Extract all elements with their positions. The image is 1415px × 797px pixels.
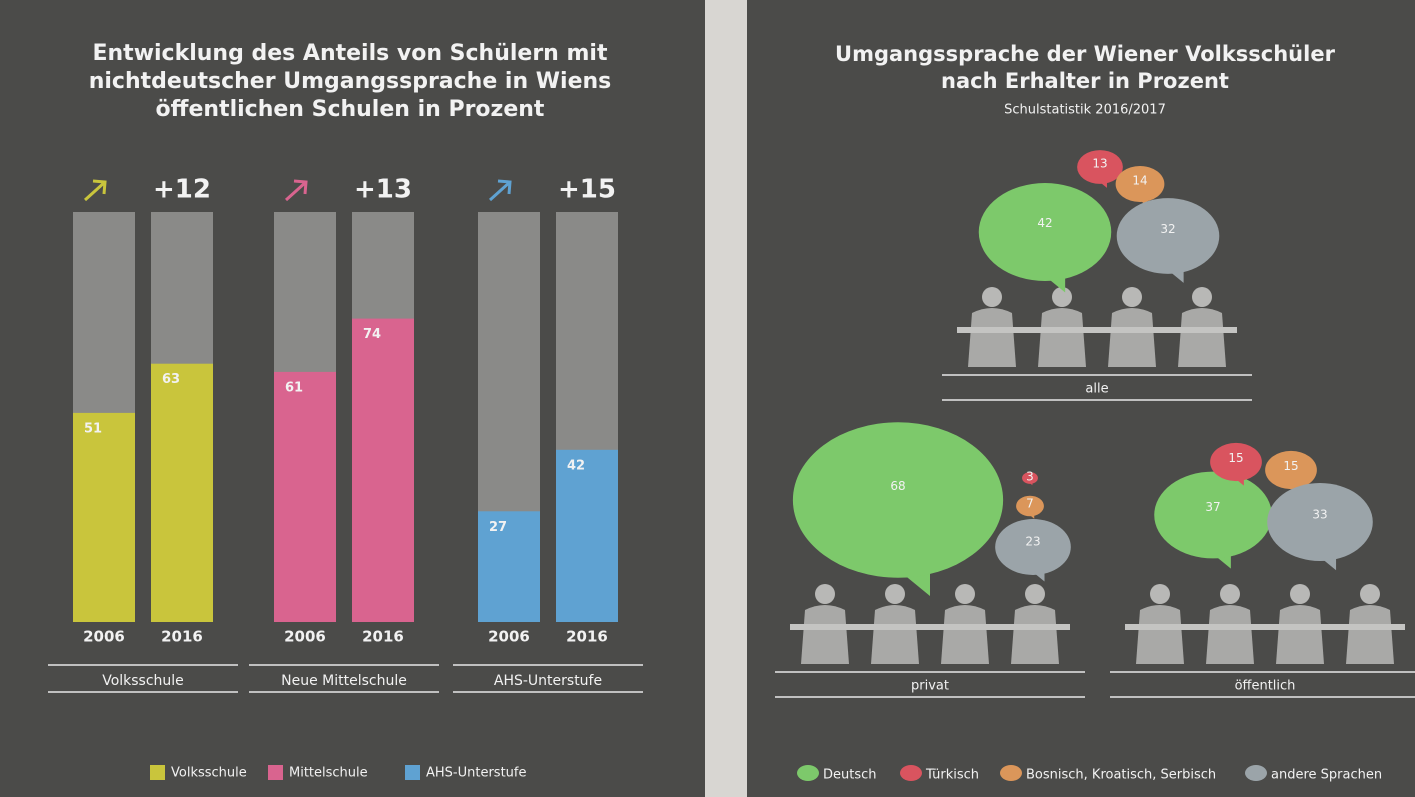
legend-icon: [1000, 765, 1022, 781]
chart-subtitle: Schulstatistik 2016/2017: [1004, 103, 1166, 118]
student-head: [1122, 287, 1142, 307]
change-label: +13: [354, 175, 412, 205]
legend-swatch: [405, 765, 420, 780]
bar: [478, 511, 540, 622]
value-label: 42: [1037, 216, 1052, 230]
speech-bubble: [979, 183, 1111, 281]
legend-label: Deutsch: [823, 768, 877, 783]
legend-icon: [1245, 765, 1267, 781]
legend-icon: [900, 765, 922, 781]
group-label: AHS-Unterstufe: [494, 673, 602, 689]
value-label: 14: [1132, 173, 1147, 187]
student-body: [968, 308, 1016, 367]
panel-label: privat: [911, 679, 949, 694]
gutter: [705, 0, 747, 797]
x-tick-label: 2006: [488, 628, 530, 646]
group-label: Neue Mittelschule: [281, 673, 407, 689]
student-head: [815, 584, 835, 604]
legend-swatch: [268, 765, 283, 780]
student-body: [1011, 605, 1059, 664]
student-body: [1038, 308, 1086, 367]
value-label: 15: [1283, 459, 1298, 473]
value-label: 61: [285, 380, 303, 395]
value-label: 42: [567, 458, 585, 473]
x-tick-label: 2006: [284, 628, 326, 646]
bar: [274, 372, 336, 622]
legend-swatch: [150, 765, 165, 780]
student-body: [1206, 605, 1254, 664]
change-label: +12: [153, 175, 211, 205]
chart-title: öffentlichen Schulen in Prozent: [156, 97, 545, 122]
value-label: 23: [1025, 535, 1040, 549]
value-label: 33: [1312, 508, 1327, 522]
value-label: 51: [84, 421, 102, 436]
legend-label: Volksschule: [171, 766, 247, 781]
desk: [957, 327, 1237, 333]
bar: [556, 450, 618, 622]
page: Entwicklung des Anteils von Schülern mit…: [0, 0, 1415, 797]
student-head: [885, 584, 905, 604]
student-body: [801, 605, 849, 664]
legend-label: Mittelschule: [289, 766, 368, 781]
value-label: 27: [489, 520, 507, 535]
speech-bubble: [1154, 472, 1272, 559]
desk: [790, 624, 1070, 630]
x-tick-label: 2016: [566, 628, 608, 646]
legend-label: Türkisch: [925, 768, 979, 783]
value-label: 68: [890, 479, 905, 493]
student-body: [941, 605, 989, 664]
chart-title: nach Erhalter in Prozent: [941, 69, 1229, 93]
legend-label: andere Sprachen: [1271, 768, 1382, 783]
student-head: [1360, 584, 1380, 604]
student-body: [1178, 308, 1226, 367]
speech-bubble: [1267, 483, 1373, 561]
bar: [151, 364, 213, 622]
student-head: [1220, 584, 1240, 604]
student-head: [1290, 584, 1310, 604]
panel-label: öffentlich: [1235, 679, 1296, 694]
legend-label: AHS-Unterstufe: [426, 766, 527, 781]
infographic: Entwicklung des Anteils von Schülern mit…: [0, 0, 1415, 797]
student-head: [1052, 287, 1072, 307]
value-label: 3: [1026, 469, 1034, 483]
change-label: +15: [558, 175, 616, 205]
value-label: 37: [1205, 500, 1220, 514]
student-body: [1136, 605, 1184, 664]
value-label: 63: [162, 372, 180, 387]
student-body: [1346, 605, 1394, 664]
chart-title: Entwicklung des Anteils von Schülern mit: [92, 41, 607, 66]
student-head: [1192, 287, 1212, 307]
x-tick-label: 2016: [161, 628, 203, 646]
x-tick-label: 2016: [362, 628, 404, 646]
chart-title: Umgangssprache der Wiener Volksschüler: [835, 42, 1336, 66]
speech-bubble: [793, 422, 1003, 577]
value-label: 32: [1160, 222, 1175, 236]
legend-icon: [797, 765, 819, 781]
student-head: [1025, 584, 1045, 604]
group-label: Volksschule: [102, 673, 184, 689]
bar: [352, 319, 414, 622]
value-label: 15: [1228, 451, 1243, 465]
panel-label: alle: [1085, 382, 1108, 397]
bar: [73, 413, 135, 622]
value-label: 74: [363, 327, 381, 342]
desk: [1125, 624, 1405, 630]
student-body: [871, 605, 919, 664]
student-head: [955, 584, 975, 604]
student-head: [982, 287, 1002, 307]
student-body: [1276, 605, 1324, 664]
student-head: [1150, 584, 1170, 604]
chart-title: nichtdeutscher Umgangssprache in Wiens: [89, 69, 612, 94]
speech-bubble: [1117, 198, 1220, 274]
value-label: 13: [1092, 157, 1107, 171]
value-label: 7: [1026, 497, 1034, 511]
x-tick-label: 2006: [83, 628, 125, 646]
student-body: [1108, 308, 1156, 367]
legend-label: Bosnisch, Kroatisch, Serbisch: [1026, 768, 1216, 783]
